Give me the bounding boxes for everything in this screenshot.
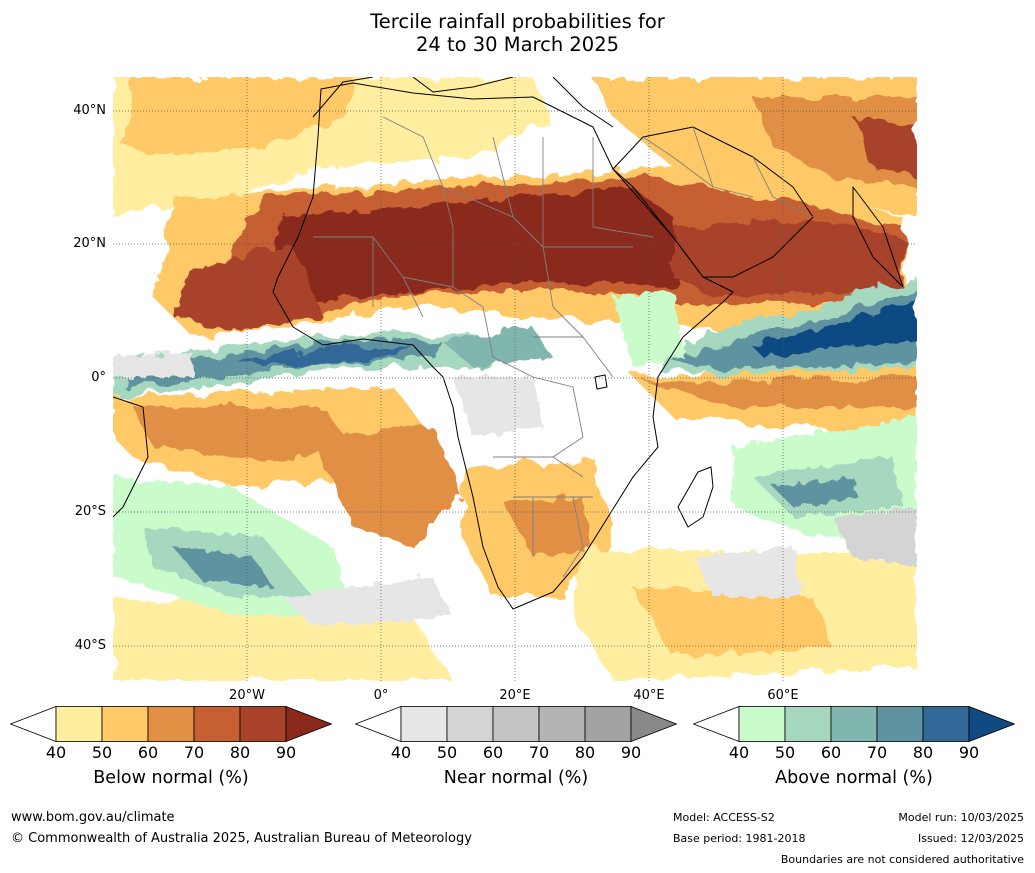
east-africa-wet-patch <box>613 292 683 367</box>
tick-label: 90 <box>958 743 980 762</box>
colorbar-segment <box>239 706 287 742</box>
colorbar-near-normal <box>355 706 677 742</box>
southern-africa-dry-core <box>503 497 593 557</box>
country-boundaries-north-africa <box>382 116 654 308</box>
lon-label-20w: 20°W <box>229 688 265 703</box>
atlantic-wet-belt-core <box>233 345 413 367</box>
lat-label-20s: 20°S <box>74 504 106 519</box>
colorbar-extension-low <box>693 706 740 742</box>
colorbar-extension-high <box>968 706 1015 742</box>
tick-label: 50 <box>436 743 458 762</box>
indian-ocean-wet-core <box>753 302 917 357</box>
footer-disclaimer: Boundaries are not considered authoritat… <box>780 853 1024 866</box>
colorbar-title-near: Near normal (%) <box>443 768 589 788</box>
colorbar-segment <box>538 706 586 742</box>
colorbar-segment <box>400 706 448 742</box>
colorbar-title-below: Below normal (%) <box>93 768 249 788</box>
lat-label-0: 0° <box>91 370 106 385</box>
lon-label-60e: 60°E <box>767 688 799 703</box>
near-normal-patch-2 <box>693 547 803 597</box>
colorbar-segment <box>492 706 540 742</box>
tick-label: 60 <box>820 743 842 762</box>
colorbar-segment <box>922 706 970 742</box>
west-africa-dry-core <box>173 247 323 332</box>
tick-label: 40 <box>390 743 412 762</box>
colorbar-above-normal <box>693 706 1015 742</box>
near-normal-patch-3 <box>113 352 193 377</box>
tick-label: 80 <box>912 743 934 762</box>
colorbar-extension-low <box>355 706 402 742</box>
tick-label: 80 <box>229 743 251 762</box>
tick-label: 70 <box>866 743 888 762</box>
india-coastline <box>852 186 904 288</box>
country-boundaries-southern-africa <box>493 456 593 578</box>
title-line-1: Tercile rainfall probabilities for <box>370 10 665 33</box>
central-africa-wet-patch <box>443 327 553 367</box>
colorbar-segment <box>101 706 149 742</box>
indian-ocean-dry-core <box>643 377 917 407</box>
lon-label-0: 0° <box>373 688 389 703</box>
tick-label: 70 <box>183 743 205 762</box>
africa-coastline <box>272 82 734 610</box>
lat-label-40n: 40°N <box>73 103 106 118</box>
north-atlantic-dry-core <box>123 77 353 157</box>
south-america-coastline <box>113 396 149 518</box>
tick-label: 40 <box>45 743 67 762</box>
country-boundaries-central-africa <box>482 306 614 458</box>
tick-label: 60 <box>137 743 159 762</box>
madagascar-coastline <box>677 466 714 528</box>
colorbar-segment <box>738 706 786 742</box>
colorbar-segment <box>830 706 878 742</box>
lon-label-40e: 40°E <box>633 688 665 703</box>
tick-label: 50 <box>774 743 796 762</box>
rainfall-probability-map <box>113 77 917 681</box>
tick-label: 50 <box>91 743 113 762</box>
footer-copyright: © Commonwealth of Australia 2025, Austra… <box>11 831 472 846</box>
lat-label-20n: 20°N <box>73 236 106 251</box>
south-atlantic-dry-core <box>133 407 353 462</box>
country-boundaries-west-africa <box>313 227 484 318</box>
colorbar-below-normal <box>10 706 332 742</box>
lon-label-20e: 20°E <box>499 688 531 703</box>
lat-label-40s: 40°S <box>74 638 106 653</box>
near-normal-patch-5 <box>283 577 453 627</box>
footer-model-run: Model run: 10/03/2025 <box>898 811 1024 824</box>
tick-label: 90 <box>620 743 642 762</box>
footer-base-period: Base period: 1981-2018 <box>673 832 806 845</box>
title-line-2: 24 to 30 March 2025 <box>415 33 620 56</box>
colorbar-segment <box>584 706 632 742</box>
tick-label: 60 <box>482 743 504 762</box>
angola-dry-field <box>313 427 463 547</box>
south-atlantic-wet-core <box>173 547 273 587</box>
tick-label: 80 <box>574 743 596 762</box>
tick-label: 90 <box>275 743 297 762</box>
colorbar-segment <box>147 706 195 742</box>
tick-label: 70 <box>528 743 550 762</box>
country-boundaries-middle-east <box>642 126 814 218</box>
colorbar-title-above: Above normal (%) <box>775 768 933 788</box>
south-indian-wet-core <box>773 477 858 507</box>
europe-coastline <box>312 77 614 128</box>
colorbar-extension-high <box>285 706 332 742</box>
footer-url[interactable]: www.bom.gov.au/climate <box>11 810 175 825</box>
chart-title: Tercile rainfall probabilities for 24 to… <box>0 10 1035 56</box>
near-normal-patch-1 <box>453 377 543 437</box>
colorbar-segment <box>55 706 103 742</box>
near-normal-patch-4 <box>833 507 917 567</box>
sahara-dry-core <box>273 187 683 302</box>
iran-dry-patch <box>853 117 917 177</box>
indian-ocean-wet-belt <box>673 287 917 369</box>
tick-label: 40 <box>728 743 750 762</box>
colorbar-segment <box>446 706 494 742</box>
footer-model: Model: ACCESS-S2 <box>673 811 775 824</box>
footer-issued: Issued: 12/03/2025 <box>917 832 1024 845</box>
colorbar-segment <box>876 706 924 742</box>
colorbar-segment <box>193 706 241 742</box>
southern-ocean-dry-patch <box>633 587 833 657</box>
lake-victoria <box>594 374 608 390</box>
colorbar-extension-low <box>10 706 57 742</box>
colorbar-extension-high <box>630 706 677 742</box>
colorbar-segment <box>784 706 832 742</box>
